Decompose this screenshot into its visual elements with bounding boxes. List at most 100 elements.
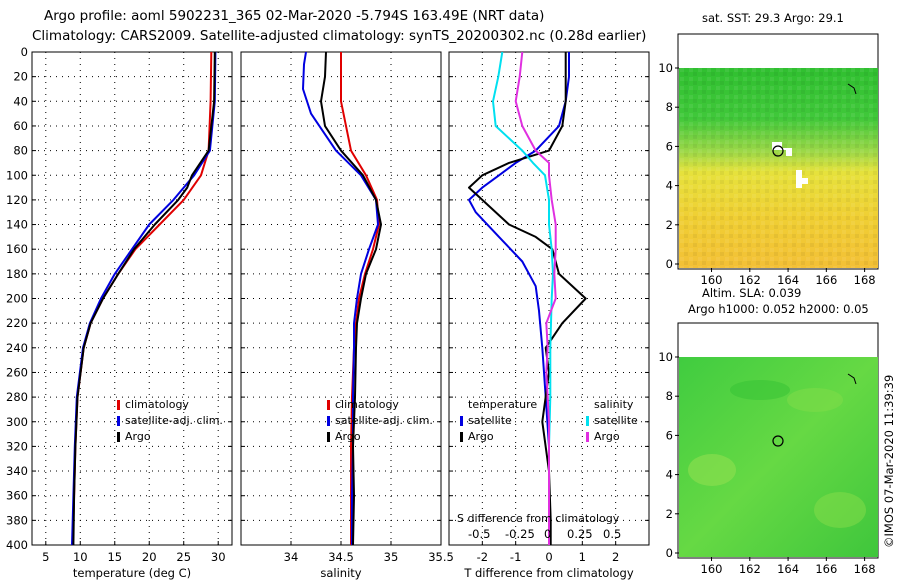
y-tick-label: 300 xyxy=(6,415,28,429)
map-y-tick-label: 6 xyxy=(666,428,673,442)
y-tick-label: 240 xyxy=(6,341,28,355)
x-tick-label: 2 xyxy=(612,550,619,564)
x-tick-label: 15 xyxy=(107,550,122,564)
y-tick-label: 180 xyxy=(6,267,28,281)
series-line-salinity-satellite xyxy=(492,51,554,545)
legend-satellite-label: satellite-adj. clim. xyxy=(125,414,223,427)
y-tick-label: 400 xyxy=(6,538,28,552)
footer-copyright: ©IMOS 07-Mar-2020 11:39:39 xyxy=(882,375,896,548)
legend-climatology-label: climatology xyxy=(335,398,399,411)
s-diff-tick: 0.5 xyxy=(603,527,621,541)
x-tick-label: 1 xyxy=(579,550,586,564)
sla-blob xyxy=(787,388,843,412)
legend-temperature-title: temperature xyxy=(468,398,537,411)
y-tick-label: 0 xyxy=(21,45,28,59)
legend-argo-swatch xyxy=(327,432,330,442)
s-diff-tick: 0.25 xyxy=(567,527,593,541)
sla-map-title-2: Argo h1000: 0.052 h2000: 0.05 xyxy=(688,302,869,316)
plot-frame xyxy=(31,51,233,546)
y-tick-label: 40 xyxy=(13,94,28,108)
title-line-2: Climatology: CARS2009. Satellite-adjuste… xyxy=(32,28,646,44)
x-tick-label: 35 xyxy=(384,550,399,564)
difference-legend: temperature satellite Argo salinity sate… xyxy=(457,398,638,541)
sla-coastline xyxy=(847,373,857,385)
y-tick-label: 120 xyxy=(6,193,28,207)
y-tick-label: 100 xyxy=(6,168,28,182)
y-tick-label: 20 xyxy=(13,70,28,84)
s-diff-tick: 0 xyxy=(544,527,551,541)
sla-map-title-1: Altim. SLA: 0.039 xyxy=(702,286,801,300)
s-diff-tick: -0.25 xyxy=(505,527,535,541)
legend-climatology-label: climatology xyxy=(125,398,189,411)
x-tick-label: 5 xyxy=(42,550,49,564)
x-tick-label: -1 xyxy=(510,550,521,564)
x-tick-label: 25 xyxy=(176,550,191,564)
legend-s-argo-label: Argo xyxy=(594,430,620,443)
map-y-tick-label: 2 xyxy=(666,507,673,521)
map-x-tick-label: 166 xyxy=(815,273,837,287)
difference-panel: -2 -1 0 1 2 T difference from climatology xyxy=(448,51,650,580)
legend-t-satellite-swatch xyxy=(460,416,463,426)
sla-blob xyxy=(814,492,866,528)
legend-s-argo-swatch xyxy=(586,432,589,442)
map-x-tick-label: 168 xyxy=(854,273,876,287)
map-y-tick-label: 2 xyxy=(666,218,673,232)
sla-map xyxy=(677,322,879,559)
x-tick-label: 20 xyxy=(142,550,157,564)
map-y-tick-label: 0 xyxy=(666,257,673,271)
y-tick-label: 60 xyxy=(13,119,28,133)
legend-argo-swatch xyxy=(117,432,120,442)
sla-map-axes: 160 162 164 166 168 0 2 4 6 8 10 xyxy=(658,350,875,576)
map-x-tick-label: 166 xyxy=(815,562,837,576)
temperature-legend: climatology satellite-adj. clim. Argo xyxy=(117,398,223,443)
legend-climatology-swatch xyxy=(327,400,330,410)
map-y-tick-label: 8 xyxy=(666,389,673,403)
sla-blob xyxy=(730,380,790,400)
s-diff-tick: -0.5 xyxy=(468,527,490,541)
legend-t-argo-label: Argo xyxy=(468,430,494,443)
legend-t-argo-swatch xyxy=(460,432,463,442)
y-tick-label: 220 xyxy=(6,316,28,330)
map-y-tick-label: 4 xyxy=(666,179,673,193)
map-y-tick-label: 10 xyxy=(658,61,673,75)
series-line-temperature-argo xyxy=(468,52,587,545)
title-line-1: Argo profile: aoml 5902231_365 02-Mar-20… xyxy=(44,8,544,24)
x-axis-label: T difference from climatology xyxy=(463,566,634,580)
map-y-tick-label: 4 xyxy=(666,468,673,482)
x-axis-label: temperature (deg C) xyxy=(73,566,191,580)
x-tick-label: 30 xyxy=(211,550,226,564)
sla-blob xyxy=(688,454,736,486)
map-x-tick-label: 164 xyxy=(777,562,799,576)
map-y-tick-label: 0 xyxy=(666,546,673,560)
legend-argo-label: Argo xyxy=(335,430,361,443)
map-x-tick-label: 162 xyxy=(739,562,761,576)
y-tick-label: 360 xyxy=(6,489,28,503)
legend-climatology-swatch xyxy=(117,400,120,410)
map-x-tick-label: 168 xyxy=(854,562,876,576)
sst-map xyxy=(677,33,879,270)
legend-satellite-swatch xyxy=(117,416,120,426)
sst-texture xyxy=(679,68,878,268)
sst-coastline xyxy=(847,83,857,95)
map-x-tick-label: 162 xyxy=(739,273,761,287)
map-x-tick-label: 164 xyxy=(777,273,799,287)
legend-s-satellite-label: satellite xyxy=(594,414,638,427)
y-tick-label: 340 xyxy=(6,464,28,478)
legend-argo-label: Argo xyxy=(125,430,151,443)
y-tick-label: 380 xyxy=(6,513,28,527)
y-tick-label: 200 xyxy=(6,292,28,306)
y-tick-label: 280 xyxy=(6,390,28,404)
x-tick-label: 10 xyxy=(73,550,88,564)
sst-map-axes: 160 162 164 166 168 0 2 4 6 8 10 xyxy=(658,61,875,287)
series-line-salinity-argo xyxy=(514,51,557,545)
y-tick-label: 260 xyxy=(6,365,28,379)
x-tick-label: 34.5 xyxy=(328,550,354,564)
y-tick-label: 320 xyxy=(6,439,28,453)
series-line-satellite-adj-clim- xyxy=(302,51,379,545)
series-line-argo xyxy=(320,51,382,546)
map-y-tick-label: 6 xyxy=(666,139,673,153)
map-y-tick-label: 8 xyxy=(666,100,673,114)
x-axis-label: salinity xyxy=(320,566,361,580)
x-tick-label: 0 xyxy=(545,550,552,564)
